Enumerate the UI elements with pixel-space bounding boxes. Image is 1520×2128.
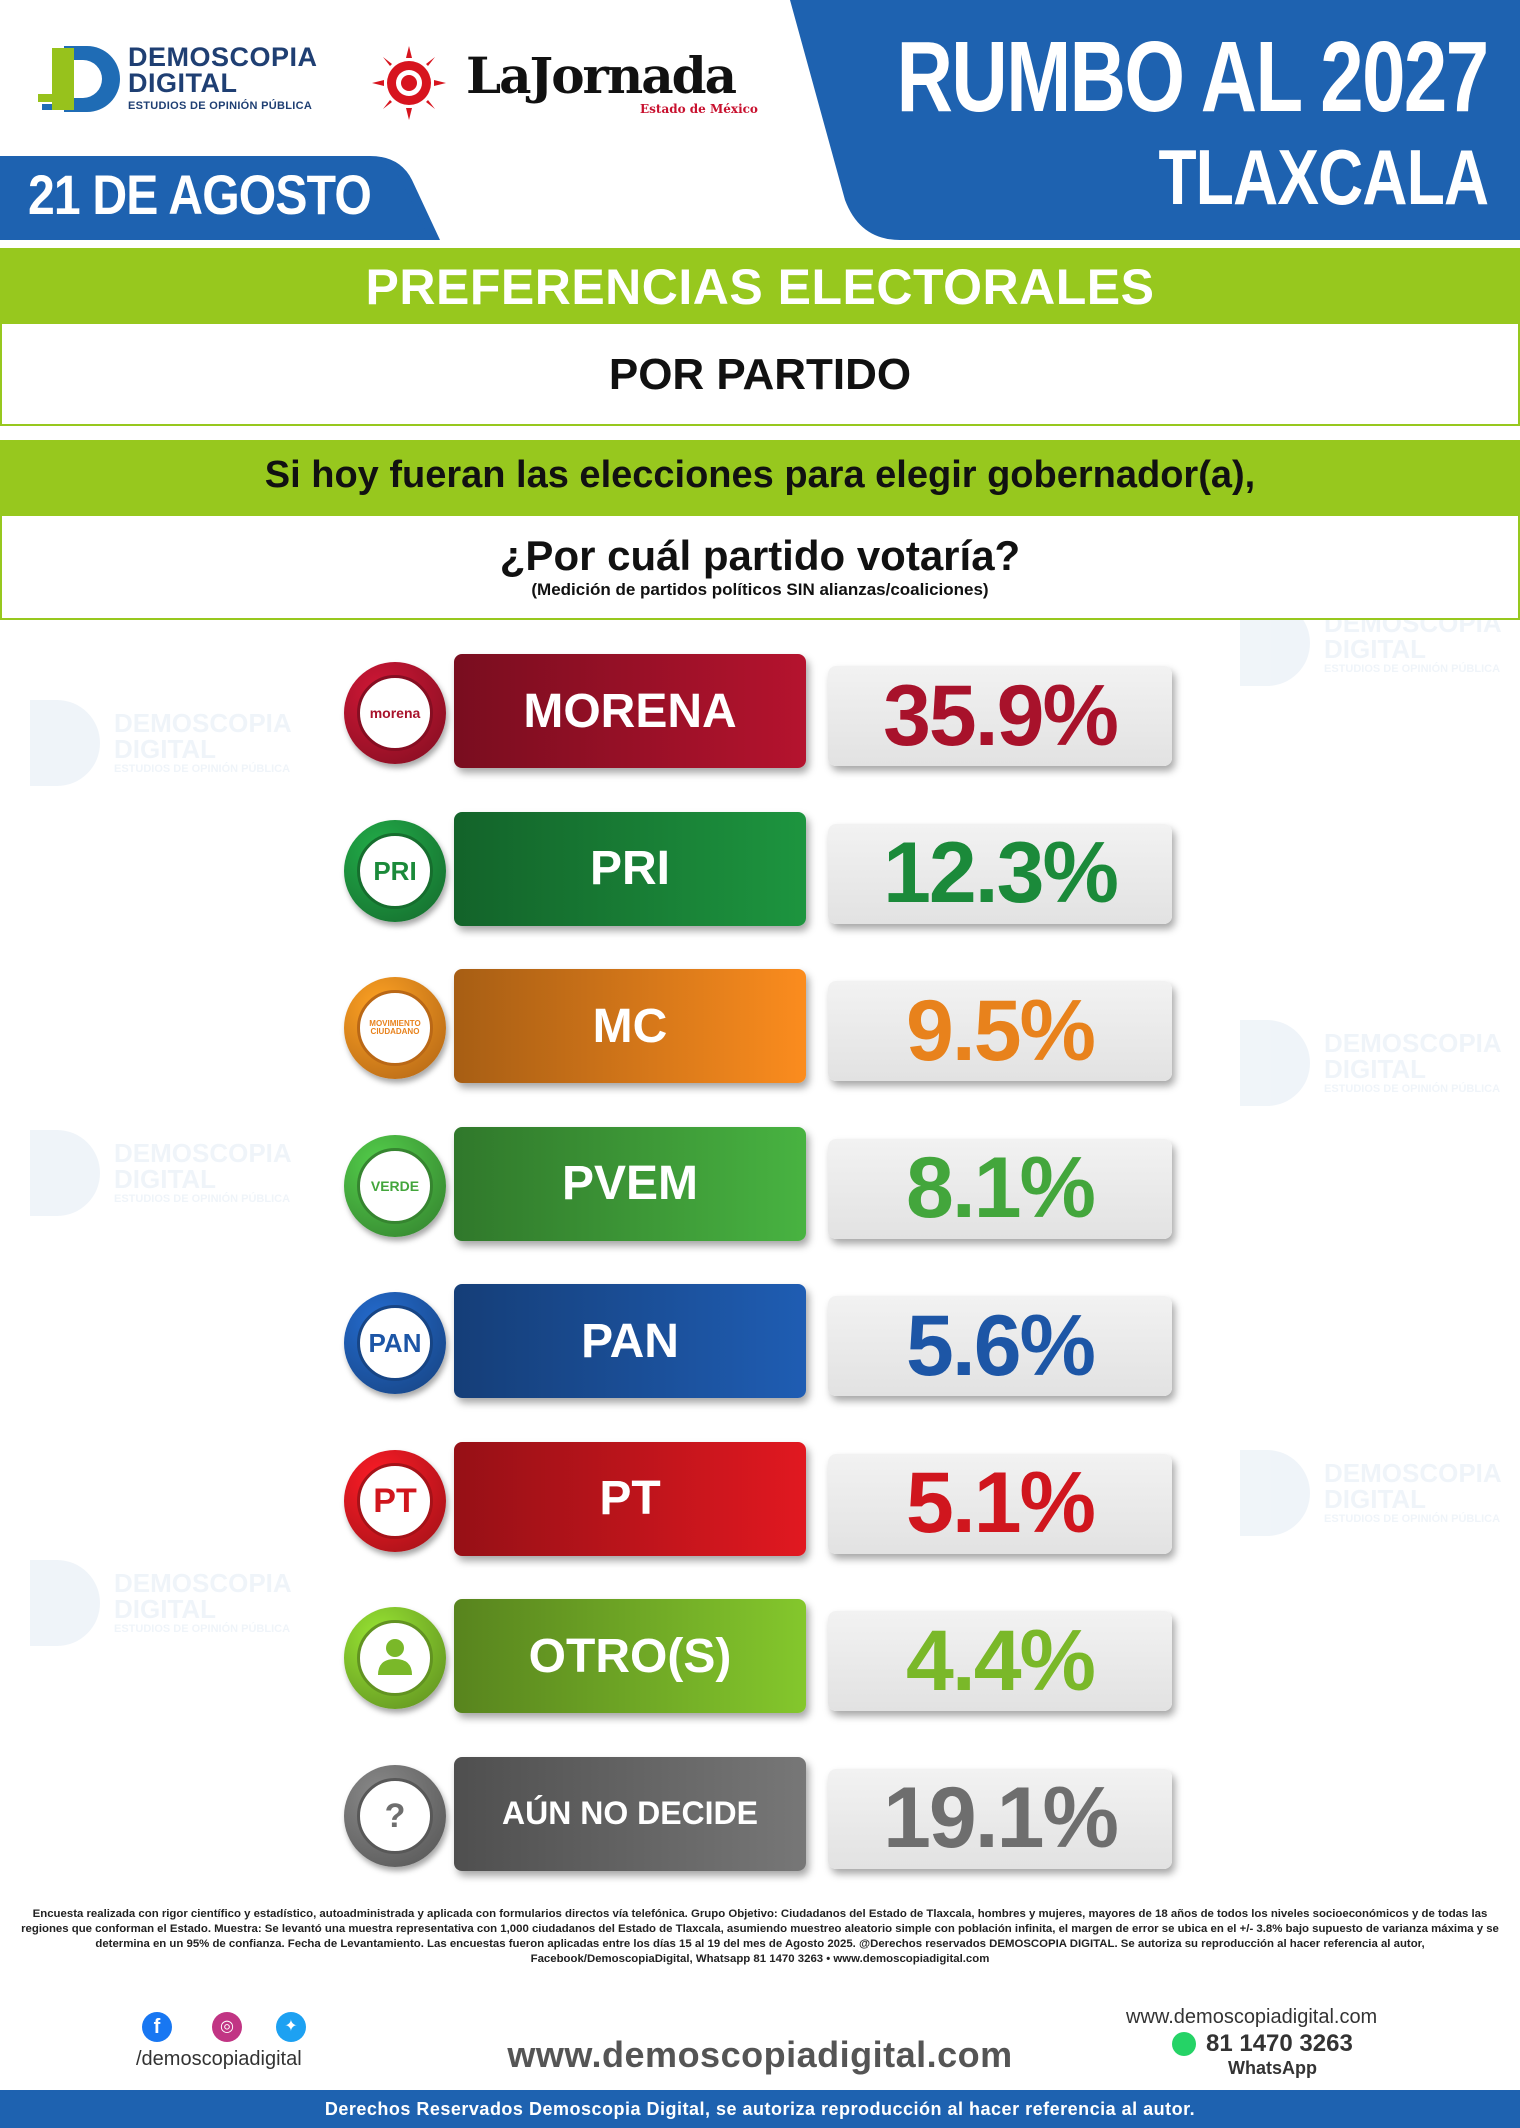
party-logo-icon <box>344 1607 446 1709</box>
party-logo-label: PRI <box>373 855 417 886</box>
party-percentage-label: 9.5% <box>828 981 1172 1081</box>
party-logo-icon: PT <box>344 1449 446 1552</box>
question-note: (Medición de partidos políticos SIN alia… <box>531 580 989 599</box>
page-title: RUMBO AL 2027 <box>897 21 1489 133</box>
party-name-label: OTRO(S) <box>454 1599 806 1713</box>
social-handle[interactable]: /demoscopiadigital <box>136 2048 302 2070</box>
subsection-banner: POR PARTIDO <box>0 322 1520 426</box>
party-logo-icon: PAN <box>344 1292 446 1394</box>
party-logo-icon: MOVIMIENTO CIUDADANO <box>344 977 446 1079</box>
website-small[interactable]: www.demoscopiadigital.com <box>1126 2006 1378 2028</box>
question-line2: ¿Por cuál partido votaría? <box>499 532 1021 579</box>
party-name-label: MC <box>454 969 806 1083</box>
instagram-icon[interactable]: ◎ <box>212 2012 242 2042</box>
header-background <box>0 0 1520 240</box>
party-percentage-label: 5.1% <box>828 1453 1172 1554</box>
party-logo-icon: VERDE <box>344 1134 446 1237</box>
party-percentage-label: 4.4% <box>828 1611 1172 1711</box>
party-logo-icon: morena <box>344 662 446 764</box>
rights-bar: Derechos Reservados Demoscopia Digital, … <box>0 2090 1520 2128</box>
party-row: PAN PAN 5.6% <box>0 1284 1520 1402</box>
party-row: ? AÚN NO DECIDE 19.1% <box>0 1756 1520 1875</box>
party-row: PT PT 5.1% <box>0 1441 1520 1560</box>
party-row: MOVIMIENTO CIUDADANO MC 9.5% <box>0 969 1520 1087</box>
party-percentage-label: 35.9% <box>828 666 1172 766</box>
party-name-label: PAN <box>454 1284 806 1398</box>
party-logo-label: ? <box>384 1796 406 1835</box>
state-name: TLAXCALA <box>1158 133 1489 221</box>
brand-subtitle: ESTUDIOS DE OPINIÓN PÚBLICA <box>128 100 313 112</box>
demoscopia-logo-icon <box>38 42 120 112</box>
facebook-icon[interactable]: f <box>142 2012 172 2042</box>
section-title: PREFERENCIAS ELECTORALES <box>365 259 1155 315</box>
partner-name: LaJornada <box>466 46 737 105</box>
party-row: PRI PRI 12.3% <box>0 811 1520 930</box>
section-banner: PREFERENCIAS ELECTORALES <box>0 248 1520 322</box>
methodology-note: Encuesta realizada con rigor científico … <box>21 1908 1499 1965</box>
twitter-icon[interactable]: ✦ <box>276 2012 306 2042</box>
party-logo-label: PAN <box>368 1328 422 1358</box>
party-logo-label: morena <box>369 705 421 721</box>
party-row: morena MORENA 35.9% <box>0 654 1520 772</box>
user-icon <box>372 1633 418 1684</box>
party-logo-label: VERDE <box>370 1177 420 1194</box>
party-percentage-label: 5.6% <box>828 1296 1172 1396</box>
question-line1: Si hoy fueran las elecciones para elegir… <box>264 454 1256 496</box>
party-name-label: AÚN NO DECIDE <box>454 1756 806 1871</box>
partner-subtitle: Estado de México <box>640 102 758 116</box>
party-row: VERDE PVEM 8.1% <box>0 1126 1520 1245</box>
la-jornada-sun-icon <box>372 46 446 120</box>
party-percentage-label: 8.1% <box>828 1138 1172 1239</box>
question-box: ¿Por cuál partido votaría? (Medición de … <box>0 514 1520 620</box>
brand-name: DEMOSCOPIA DIGITAL <box>128 42 318 98</box>
party-row: OTRO(S) 4.4% <box>0 1599 1520 1717</box>
survey-date: 21 DE AGOSTO <box>28 163 372 226</box>
party-percentage-label: 19.1% <box>828 1768 1172 1869</box>
phone-number[interactable]: 81 1470 3263 <box>1206 2030 1353 2057</box>
subsection-title: POR PARTIDO <box>608 350 912 399</box>
website-link[interactable]: www.demoscopiadigital.com <box>507 2034 1013 2075</box>
party-name-label: PVEM <box>454 1126 806 1241</box>
party-name-label: PRI <box>454 811 806 926</box>
party-name-label: MORENA <box>454 654 806 768</box>
whatsapp-icon <box>1172 2032 1196 2056</box>
whatsapp-label: WhatsApp <box>1228 2058 1317 2078</box>
party-logo-icon: PRI <box>344 819 446 922</box>
party-logo-label: MOVIMIENTO CIUDADANO <box>369 1019 421 1036</box>
question-banner: Si hoy fueran las elecciones para elegir… <box>0 440 1520 514</box>
party-percentage-label: 12.3% <box>828 823 1172 924</box>
party-name-label: PT <box>454 1441 806 1556</box>
party-logo-icon: ? <box>344 1764 446 1867</box>
party-logo-label: PT <box>373 1481 417 1520</box>
